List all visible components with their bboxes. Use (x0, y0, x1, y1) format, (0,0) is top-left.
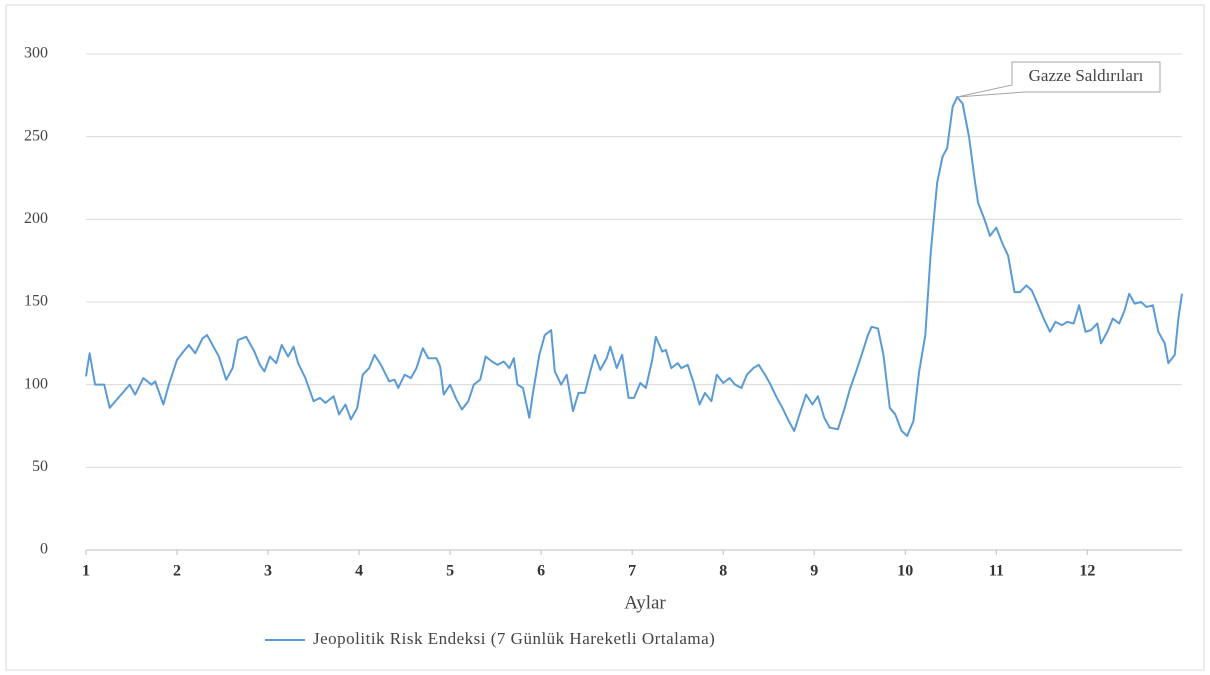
x-tick-label: 8 (719, 563, 727, 580)
x-tick-label: 11 (989, 563, 1004, 580)
y-tick-label: 0 (40, 541, 48, 558)
x-tick-label: 5 (446, 563, 454, 580)
x-tick-label: 7 (628, 563, 636, 580)
chart-border (5, 4, 1205, 671)
y-tick-label: 200 (24, 210, 48, 227)
line (85, 95, 1183, 437)
annotation: Gazze Saldırıları (1029, 66, 1144, 85)
y-tick-label: 150 (24, 293, 48, 310)
y-tick-label: 250 (24, 127, 48, 144)
x-tick-label: 1 (82, 563, 90, 580)
y-tick-label: 50 (32, 458, 48, 475)
legend-label: Jeopolitik Risk Endeksi (7 Günlük Hareke… (313, 629, 715, 648)
y-tick-label: 300 (24, 45, 48, 62)
x-tick-label: 9 (810, 563, 818, 580)
x-tick-label: 2 (173, 563, 181, 580)
x-tick-label: 4 (355, 563, 363, 580)
x-tick-label: 10 (897, 563, 913, 580)
y-tick-label: 100 (24, 375, 48, 392)
x-axis-label: Aylar (624, 592, 666, 613)
x-tick-label: 6 (537, 563, 545, 580)
annotation-pointer (957, 61, 1161, 98)
x-tick-label: 3 (264, 563, 272, 580)
x-tick-label: 12 (1079, 563, 1095, 580)
